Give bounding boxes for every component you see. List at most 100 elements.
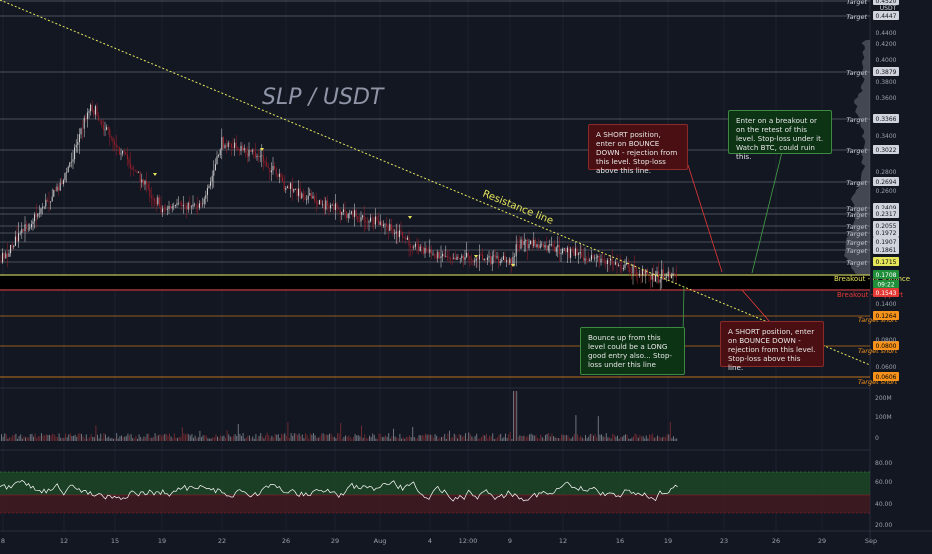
time-tick: 19 [158,537,166,545]
volume-bar [305,433,306,441]
short-callout-top[interactable]: A SHORT position, enter on BOUNCE DOWN -… [588,124,688,175]
volume-bar [362,437,364,441]
candle-body [446,256,448,258]
candle-body [326,200,328,206]
candle-body [648,275,650,276]
short-callout-bottom[interactable]: A SHORT position, enter on BOUNCE DOWN -… [720,321,824,372]
candle-body [368,221,370,223]
volume-bar [253,438,255,441]
candle-body [357,215,359,222]
time-axis[interactable]: 8 12 15 19 22 26 29 Aug 4 12:00 9 12 16 19 23 26 29 Sep [1,537,877,545]
candle-body [312,196,314,199]
candle-body [470,259,472,261]
candle-body [2,252,4,263]
volume-bar [445,438,447,441]
candle-body [112,137,114,143]
price-badge-text: 0.1543 [876,290,897,297]
candle-body [362,215,364,218]
candle-body [419,246,421,252]
candle-body [163,208,165,210]
volume-bar [335,438,337,441]
candle-body [18,233,20,242]
volume-bar [460,434,462,441]
candle-body [157,197,159,205]
candle-body [622,267,624,270]
candle-body [213,170,215,176]
volume-bar [490,436,492,441]
candle-body [226,145,228,147]
candle-body [626,262,628,265]
volume-bar [39,435,41,441]
volume-bar [365,438,367,441]
candle-body [299,188,301,199]
volume-bar [175,437,177,441]
candle-body [5,253,7,259]
candle-body [414,243,416,247]
candle-body [461,255,463,259]
target-level-label: Target [846,247,867,255]
volume-bar [497,437,498,441]
volume-bar [482,434,484,441]
candle-body [147,184,149,190]
long-entry-callout[interactable]: Bounce up from this level could be a LON… [580,327,685,375]
volume-bar [252,436,254,441]
candle-body [355,210,357,216]
volume-bar [525,437,527,441]
candle-body [331,204,333,206]
price-axis[interactable]: 0.4520 0.4447 0.3879 0.3366 0.3022 0.2694 0.24… [873,0,899,381]
candle-body [486,257,488,260]
time-tick: 16 [616,537,624,545]
candle-body [672,273,674,276]
breakout-entry-callout[interactable]: Enter on a breakout or on the retest of … [728,110,832,161]
candle-body [115,144,117,147]
candle-body [270,170,272,173]
vertical-grid [2,0,823,531]
volume-bar [269,437,271,441]
volume-bar [103,433,105,441]
candle-body [107,127,109,130]
candle-body [229,142,231,145]
rsi-line[interactable] [0,479,678,502]
volume-bar [393,428,394,441]
volume-bar [378,433,380,441]
price-badge-text: 0.1861 [876,247,897,254]
volume-bar [325,434,327,441]
horizontal-levels: TargetTargetTargetTargetTargetTargetTarg… [0,0,870,267]
volume-tick: 0 [875,435,879,442]
volume-bar [114,438,116,441]
volume-bar [12,435,14,441]
candle-body [131,167,133,170]
candle-body [83,117,85,129]
candle-body [466,252,468,258]
volume-axis: 200M 100M 0 [875,395,892,442]
volume-bar [92,436,94,441]
volume-bar [529,434,530,441]
volume-bar [185,434,186,441]
candle-body [245,148,247,154]
candle-body [662,269,664,280]
candle-body [344,209,346,212]
time-tick: 26 [282,537,290,545]
price-badge [873,221,899,230]
volume-bar [370,436,372,441]
volume-bar [417,438,418,441]
candle-body [264,161,266,163]
candle-body [666,276,668,278]
rsi-upper-band [0,472,870,495]
resistance-trendline[interactable] [0,0,871,366]
candle-body [40,208,42,214]
time-tick: 19 [664,537,672,545]
volume-bar [239,433,241,441]
volume-profile-shape [844,40,870,275]
candle-body [338,208,340,210]
rsi-tick: 60.00 [875,479,892,486]
time-tick: 29 [818,537,826,545]
time-tick: 8 [1,537,5,545]
candle-body [152,197,154,199]
candle-body [43,206,45,208]
volume-bar [41,433,42,441]
breakout-zone [0,276,870,289]
volume-bar [122,437,124,441]
candle-body [203,198,205,204]
